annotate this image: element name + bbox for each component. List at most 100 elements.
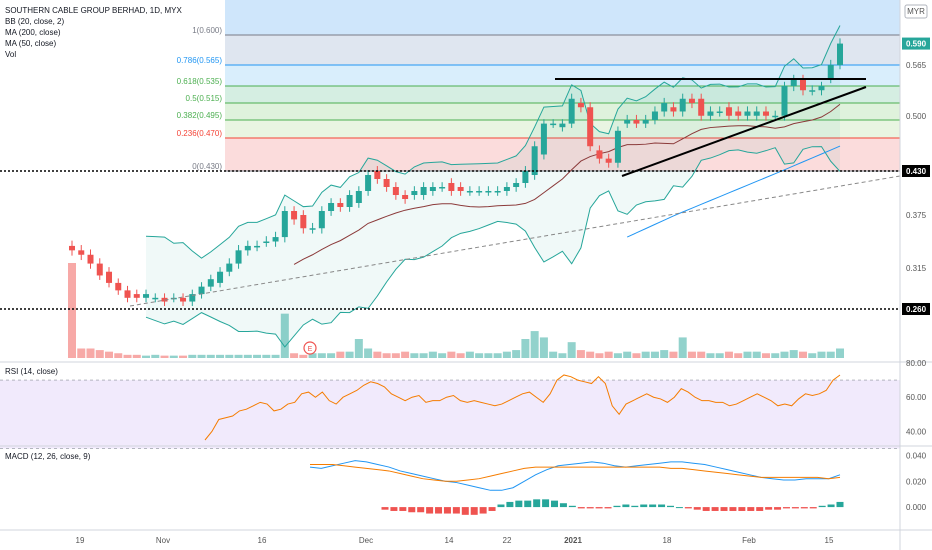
volume-bar [308,353,317,358]
volume-bar [364,348,373,358]
volume-bar [86,348,95,358]
volume-bar [447,351,456,358]
volume-bar [743,351,752,358]
macd-histogram-bar [577,507,585,509]
legend-ma50[interactable]: MA (50, close) [5,39,56,48]
price-tick: 0.375 [906,211,927,220]
candle [198,286,205,295]
fib-label-3: 0.5(0.515) [186,94,223,103]
candle [642,120,649,124]
volume-bar [780,351,789,358]
candle [337,203,344,207]
macd-histogram-bar [497,504,505,508]
macd-histogram-bar [702,507,710,511]
price-axis: 0.6250.5650.5000.4300.3750.3150.2600.590… [899,0,930,550]
rsi-legend: RSI (14, close) [5,367,58,376]
macd-histogram-bar [782,507,790,509]
volume-bar [234,354,243,358]
rsi-title[interactable]: RSI (14, close) [5,367,58,376]
macd-histogram-bar [542,499,550,508]
earnings-icon[interactable] [303,341,317,355]
macd-histogram-bar [479,507,487,514]
volume-bar [789,350,798,358]
volume-bar [734,353,743,358]
candle [633,120,640,124]
time-tick: 14 [445,536,454,545]
candlesticks [69,38,843,307]
candle [596,150,603,159]
ascending-trend-line[interactable] [621,86,867,177]
macd-tick: 0.020 [906,477,927,486]
horizontal-levels [0,170,900,310]
legend-bb[interactable]: BB (20, close, 2) [5,17,64,26]
volume-bar [697,351,706,358]
macd-tick: 0.040 [906,451,927,460]
macd-histogram-bar [559,503,567,508]
time-tick: 15 [825,536,834,545]
candle [522,171,529,183]
volume-bar [105,351,114,358]
macd-histogram-bar [381,507,389,510]
macd-line [309,460,841,491]
volume-bar [475,353,484,358]
candle [69,245,75,251]
candle [809,90,816,92]
candle [799,79,806,91]
candle [411,191,418,195]
fib-top-zone [225,0,900,35]
price-tick: 0.315 [906,264,927,273]
macd-histogram-bar [452,507,460,514]
symbol-title: SOUTHERN CABLE GROUP BERHAD, 1D, MYX [5,6,182,15]
legend-vol[interactable]: Vol [5,50,16,59]
macd-histogram-bar [684,507,692,509]
volume-bar [650,351,659,358]
candle [355,191,362,203]
macd-histogram-bar [399,507,407,511]
volume-bar [836,348,844,358]
volume-bar [197,354,206,358]
candle [568,98,575,124]
trend-lines[interactable] [129,78,901,307]
candle [78,250,85,255]
candle [735,111,742,116]
candle [254,245,261,248]
fib-zone-1 [225,65,900,86]
fib-zone-0 [225,35,900,65]
currency-badge[interactable]: MYR [904,4,928,19]
rsi-tick: 80.00 [906,359,927,368]
volume-bar [123,354,132,358]
bb-upper [146,25,841,259]
candle [189,294,196,302]
volume-bar [678,337,687,358]
volume-bar [410,353,419,358]
macd-histogram-bar [693,507,701,510]
macd-histogram-bar [622,504,630,508]
candle [485,191,492,193]
candle [577,103,584,108]
earnings-marker[interactable]: E [303,341,317,355]
candle [466,191,473,193]
fib-label-6: 0(0.430) [192,162,222,171]
candle [818,86,825,91]
volume-bar [327,353,336,358]
time-tick: 22 [503,536,512,545]
macd-histogram-bar [827,504,835,508]
candle [670,107,677,112]
volume-bar [336,351,345,358]
macd-histogram-bar [408,507,416,513]
candle [300,215,307,229]
time-tick: Dec [359,536,373,545]
macd-histogram-bar [649,504,657,508]
volume-bar [280,313,289,358]
legend-ma200[interactable]: MA (200, close) [5,28,61,37]
candle [152,297,159,300]
candle [837,43,843,65]
volume-bar [354,339,363,358]
macd-histogram-bar [461,507,469,515]
signal-line [310,463,841,482]
time-tick: Feb [742,536,756,545]
candle [235,250,242,264]
fib-zone-2 [225,86,900,103]
volume-bars [68,263,844,358]
macd-title[interactable]: MACD (12, 26, close, 9) [5,452,91,461]
